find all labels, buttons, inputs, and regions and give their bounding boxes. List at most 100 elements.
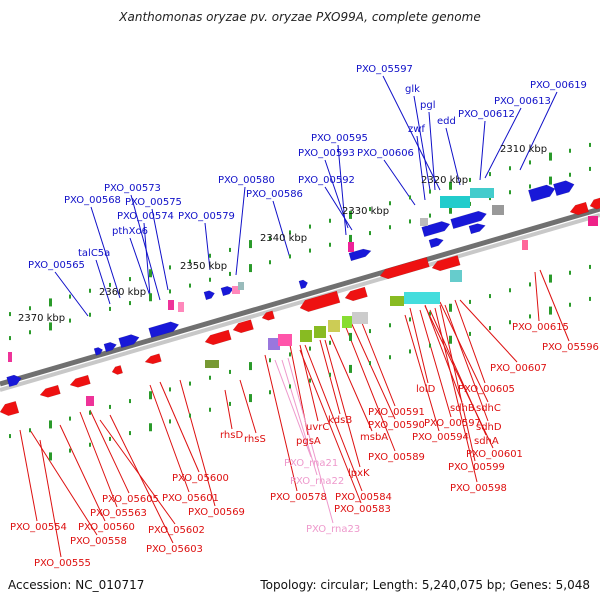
tick-mark — [249, 240, 252, 249]
leader-line — [424, 305, 494, 449]
gene-block — [86, 396, 94, 406]
forward-gene-arrow — [148, 321, 180, 339]
gene-block — [470, 188, 494, 198]
gene-label-sdhb: sdhB — [450, 403, 475, 414]
backbone-shadow — [0, 213, 600, 392]
tick-mark — [429, 343, 431, 348]
leader-line — [130, 194, 161, 301]
gene-label-pxo-00586: PXO_00586 — [246, 189, 303, 200]
tick-mark — [89, 312, 91, 317]
gene-block — [420, 218, 428, 226]
tick-mark — [289, 254, 291, 259]
leader-line — [419, 309, 452, 418]
tick-mark — [369, 207, 371, 212]
forward-gene-arrow — [298, 279, 309, 290]
gene-label-pxo-00591: PXO_00591 — [368, 407, 425, 418]
tick-mark — [569, 172, 571, 177]
gene-block — [588, 216, 598, 226]
gene-label-talc5a: talC5a — [78, 248, 110, 259]
gene-block — [404, 292, 440, 304]
gene-label-pxo-00592: PXO_00592 — [298, 175, 355, 186]
tick-mark — [529, 160, 531, 165]
tick-mark — [569, 270, 571, 275]
gene-label-pxo-00560: PXO_00560 — [78, 522, 135, 533]
tick-mark — [369, 231, 371, 236]
tick-mark — [369, 361, 371, 366]
gene-label-pxo-00554: PXO_00554 — [10, 522, 67, 533]
leader-line — [299, 349, 362, 504]
tick-mark — [489, 196, 491, 201]
tick-mark — [89, 288, 91, 293]
gene-label-pxo-00605: PXO_00605 — [458, 384, 515, 395]
tick-mark — [389, 225, 391, 230]
tick-mark — [109, 306, 111, 311]
gene-label-edd: edd — [437, 116, 456, 127]
tick-mark — [489, 326, 491, 331]
scale-label: 2320 kbp — [421, 175, 468, 186]
leader-line — [204, 222, 211, 271]
tick-mark — [149, 391, 152, 400]
gene-label-pxo-00569: PXO_00569 — [188, 507, 245, 518]
tick-mark — [269, 390, 271, 395]
leader-line — [329, 334, 373, 432]
gene-label-lold: lolD — [416, 384, 436, 395]
gene-label-msba: msbA — [360, 432, 388, 443]
forward-gene-arrow — [6, 374, 22, 388]
tick-mark — [149, 423, 152, 432]
gene-label-sdha: sdhA — [474, 436, 499, 447]
leader-line — [484, 107, 522, 179]
leader-line — [479, 120, 486, 181]
tick-mark — [489, 294, 491, 299]
tick-mark — [309, 378, 311, 383]
gene-label-sdhc: sdhC — [476, 403, 501, 414]
leader-line — [129, 237, 151, 297]
leader-line — [337, 144, 347, 236]
tick-mark — [29, 306, 31, 311]
forward-gene-arrow — [118, 334, 140, 349]
tick-mark — [289, 384, 291, 389]
tick-mark — [409, 349, 411, 354]
gene-label-sdhd: sdhD — [476, 422, 502, 433]
forward-gene-arrow — [553, 180, 575, 197]
gene-label-pxo-00597: PXO_00597 — [424, 418, 481, 429]
tick-mark — [569, 302, 571, 307]
forward-gene-arrow — [450, 210, 487, 230]
gene-label-pgsa: pgsA — [296, 436, 321, 447]
leader-line — [143, 222, 151, 297]
gene-block — [522, 240, 528, 250]
tick-mark — [469, 177, 471, 182]
tick-mark — [369, 329, 371, 334]
gene-label-zwf: zwf — [408, 124, 425, 135]
leader-line — [39, 439, 62, 558]
leader-line — [274, 359, 312, 458]
leader-line — [434, 307, 478, 483]
leader-line — [324, 339, 361, 468]
tick-mark — [169, 387, 171, 392]
backbone-line — [0, 206, 600, 387]
tick-mark — [109, 404, 111, 409]
gene-label-pxo-05603: PXO_05603 — [146, 544, 203, 555]
tick-mark — [269, 358, 271, 363]
gene-label-pxo-00595: PXO_00595 — [311, 133, 368, 144]
reverse-gene-arrow — [431, 255, 461, 272]
gene-label-pxo-00598: PXO_00598 — [450, 483, 507, 494]
scale-label: 2360 kbp — [99, 287, 146, 298]
tick-mark — [249, 362, 252, 371]
tick-mark — [169, 289, 171, 294]
tick-mark — [49, 298, 52, 307]
tick-mark — [449, 303, 452, 312]
tick-mark — [89, 410, 91, 415]
gene-block — [168, 300, 174, 310]
tick-mark — [529, 184, 531, 189]
tick-mark — [249, 394, 252, 403]
tick-mark — [589, 264, 591, 269]
leader-line — [79, 411, 118, 508]
gene-label-pxo-00619: PXO_00619 — [530, 80, 587, 91]
tick-mark — [249, 264, 252, 273]
leader-line — [89, 409, 130, 494]
leader-line — [159, 381, 200, 473]
gene-label-pxo-00568: PXO_00568 — [64, 195, 121, 206]
tick-mark — [49, 322, 52, 331]
gene-label-glk: glk — [405, 84, 420, 95]
reverse-gene-arrow — [39, 384, 61, 398]
